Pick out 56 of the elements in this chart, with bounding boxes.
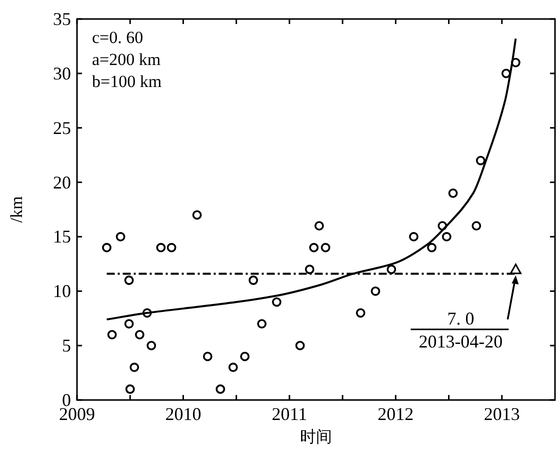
- y-axis-title: /km: [7, 196, 26, 223]
- x-tick-label: 2010: [165, 404, 202, 424]
- point: [257, 319, 267, 328]
- point: [409, 232, 418, 242]
- point: [386, 264, 396, 274]
- x-tick-label: 2012: [378, 404, 414, 424]
- y-tick-label: 5: [62, 336, 71, 356]
- annotation: c=0. 60: [92, 28, 144, 47]
- point: [102, 242, 112, 252]
- point: [272, 297, 282, 307]
- x-tick-label: 2013: [484, 404, 520, 424]
- point: [448, 188, 458, 198]
- point: [124, 276, 134, 285]
- annotation: 7. 0: [447, 308, 474, 328]
- annotation: a=200 km: [92, 50, 161, 69]
- x-axis-title: 时间: [300, 428, 332, 446]
- point: [166, 242, 176, 252]
- annotation: 2013-04-20: [418, 331, 503, 352]
- point: [228, 362, 238, 372]
- point: [295, 340, 305, 350]
- x-tick-label: 2011: [272, 404, 308, 424]
- point: [442, 232, 452, 242]
- y-tick-label: 30: [53, 63, 71, 84]
- point: [156, 242, 166, 252]
- point: [146, 340, 156, 350]
- point: [476, 156, 486, 166]
- point: [501, 68, 511, 78]
- point: [510, 264, 522, 274]
- point: [202, 352, 212, 362]
- annotation: b=100 km: [92, 72, 162, 91]
- point: [116, 232, 126, 242]
- point: [248, 276, 258, 285]
- y-tick-label: 10: [53, 281, 71, 302]
- y-tick-label: 35: [53, 9, 71, 29]
- point: [192, 210, 202, 220]
- point: [320, 242, 330, 252]
- point: [134, 330, 144, 340]
- point: [356, 308, 366, 318]
- point: [309, 242, 319, 252]
- y-tick-label: 25: [53, 118, 71, 138]
- y-tick-label: 15: [53, 226, 71, 247]
- point: [107, 330, 117, 340]
- point: [216, 384, 226, 394]
- point: [240, 352, 250, 362]
- y-tick-label: 20: [53, 172, 71, 192]
- point: [314, 221, 324, 231]
- point: [472, 221, 482, 231]
- point: [438, 221, 448, 231]
- point: [427, 242, 436, 252]
- point: [130, 362, 140, 372]
- point: [511, 58, 520, 68]
- point: [370, 286, 380, 296]
- point: [124, 319, 134, 328]
- point: [142, 308, 152, 318]
- point: [125, 384, 135, 394]
- point: [304, 264, 314, 274]
